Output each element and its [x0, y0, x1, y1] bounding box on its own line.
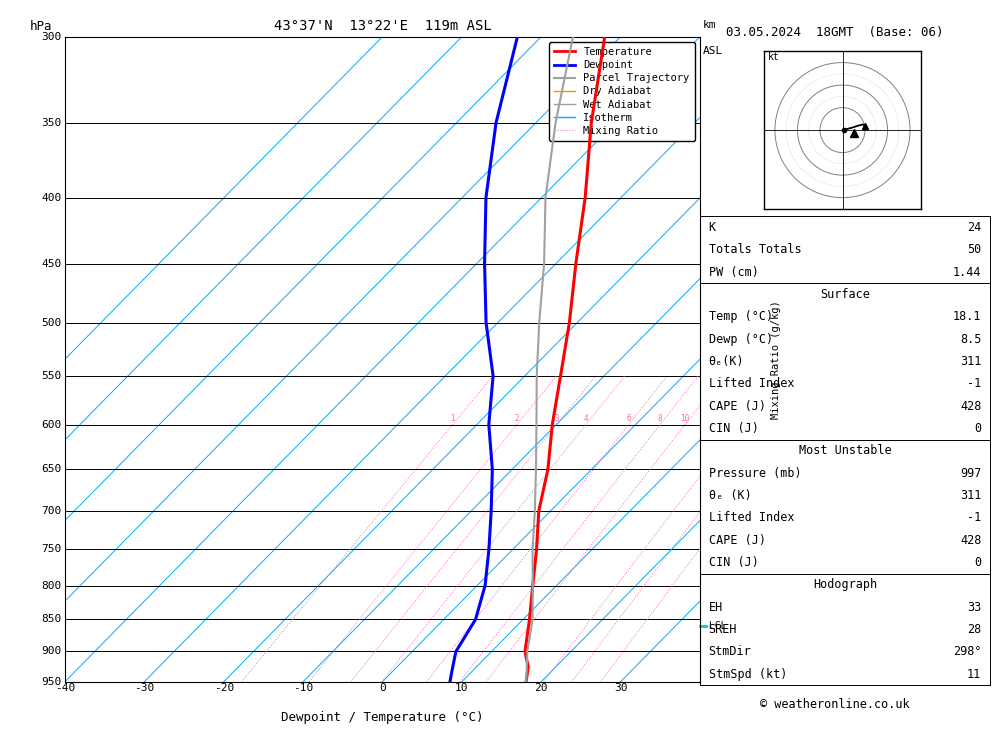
- Text: 997: 997: [960, 467, 981, 479]
- Text: 800: 800: [42, 581, 62, 591]
- Text: Lifted Index: Lifted Index: [709, 377, 794, 390]
- Text: -20: -20: [214, 683, 234, 693]
- Text: -1: -1: [967, 377, 981, 390]
- Text: 8.5: 8.5: [960, 333, 981, 345]
- Text: 10: 10: [455, 683, 469, 693]
- Text: hPa: hPa: [30, 21, 53, 34]
- Text: 300: 300: [42, 32, 62, 42]
- Text: Surface: Surface: [820, 288, 870, 301]
- Text: 550: 550: [42, 371, 62, 381]
- Text: 0: 0: [974, 422, 981, 435]
- Text: 20: 20: [534, 683, 548, 693]
- Text: -30: -30: [134, 683, 154, 693]
- Text: SREH: SREH: [709, 623, 737, 636]
- Text: 428: 428: [960, 399, 981, 413]
- Text: 8: 8: [658, 414, 662, 423]
- Text: Hodograph: Hodograph: [813, 578, 877, 592]
- Text: 950: 950: [42, 677, 62, 687]
- Text: kt: kt: [768, 52, 780, 62]
- Text: 700: 700: [42, 506, 62, 516]
- Text: LCL: LCL: [703, 621, 727, 631]
- Text: θₑ(K): θₑ(K): [709, 355, 744, 368]
- Text: 4: 4: [584, 414, 588, 423]
- Text: 600: 600: [42, 419, 62, 430]
- Text: 311: 311: [960, 489, 981, 502]
- Text: CAPE (J): CAPE (J): [709, 534, 766, 547]
- Text: Mixing Ratio (g/kg): Mixing Ratio (g/kg): [771, 300, 781, 419]
- Text: 850: 850: [42, 614, 62, 625]
- Text: © weatheronline.co.uk: © weatheronline.co.uk: [760, 698, 910, 711]
- Text: Most Unstable: Most Unstable: [799, 444, 891, 457]
- Text: 650: 650: [42, 464, 62, 474]
- Text: StmSpd (kt): StmSpd (kt): [709, 668, 787, 681]
- Text: 500: 500: [42, 317, 62, 328]
- Text: 2: 2: [515, 414, 519, 423]
- Text: km: km: [703, 21, 717, 30]
- Text: 33: 33: [967, 600, 981, 614]
- Text: EH: EH: [709, 600, 723, 614]
- Text: 3: 3: [554, 414, 559, 423]
- Text: 350: 350: [42, 118, 62, 128]
- Text: 298°: 298°: [953, 645, 981, 658]
- Text: 400: 400: [42, 193, 62, 202]
- Text: Lifted Index: Lifted Index: [709, 512, 794, 524]
- Text: Totals Totals: Totals Totals: [709, 243, 801, 257]
- Text: -40: -40: [55, 683, 75, 693]
- Text: 18.1: 18.1: [953, 310, 981, 323]
- Title: 43°37'N  13°22'E  119m ASL: 43°37'N 13°22'E 119m ASL: [274, 19, 491, 33]
- Text: θₑ (K): θₑ (K): [709, 489, 751, 502]
- Text: 750: 750: [42, 545, 62, 554]
- Text: 428: 428: [960, 534, 981, 547]
- Text: 1.44: 1.44: [953, 265, 981, 279]
- Text: 10: 10: [680, 414, 690, 423]
- Text: 30: 30: [614, 683, 627, 693]
- Text: 1: 1: [450, 414, 455, 423]
- Text: 50: 50: [967, 243, 981, 257]
- Text: Pressure (mb): Pressure (mb): [709, 467, 801, 479]
- Text: 0: 0: [974, 556, 981, 569]
- Text: Dewpoint / Temperature (°C): Dewpoint / Temperature (°C): [281, 711, 484, 723]
- Text: 24: 24: [967, 221, 981, 234]
- Text: 11: 11: [967, 668, 981, 681]
- Text: 03.05.2024  18GMT  (Base: 06): 03.05.2024 18GMT (Base: 06): [726, 26, 944, 39]
- Text: 311: 311: [960, 355, 981, 368]
- Text: CIN (J): CIN (J): [709, 556, 759, 569]
- Text: K: K: [709, 221, 716, 234]
- Text: ASL: ASL: [703, 46, 723, 56]
- Text: 450: 450: [42, 259, 62, 268]
- Text: -1: -1: [967, 512, 981, 524]
- Text: 0: 0: [379, 683, 386, 693]
- Text: 6: 6: [626, 414, 631, 423]
- Text: CAPE (J): CAPE (J): [709, 399, 766, 413]
- Text: CIN (J): CIN (J): [709, 422, 759, 435]
- Text: 900: 900: [42, 647, 62, 657]
- Text: 28: 28: [967, 623, 981, 636]
- Text: -10: -10: [293, 683, 313, 693]
- Text: Dewp (°C): Dewp (°C): [709, 333, 773, 345]
- Text: Temp (°C): Temp (°C): [709, 310, 773, 323]
- Legend: Temperature, Dewpoint, Parcel Trajectory, Dry Adiabat, Wet Adiabat, Isotherm, Mi: Temperature, Dewpoint, Parcel Trajectory…: [549, 42, 695, 141]
- Text: PW (cm): PW (cm): [709, 265, 759, 279]
- Text: StmDir: StmDir: [709, 645, 751, 658]
